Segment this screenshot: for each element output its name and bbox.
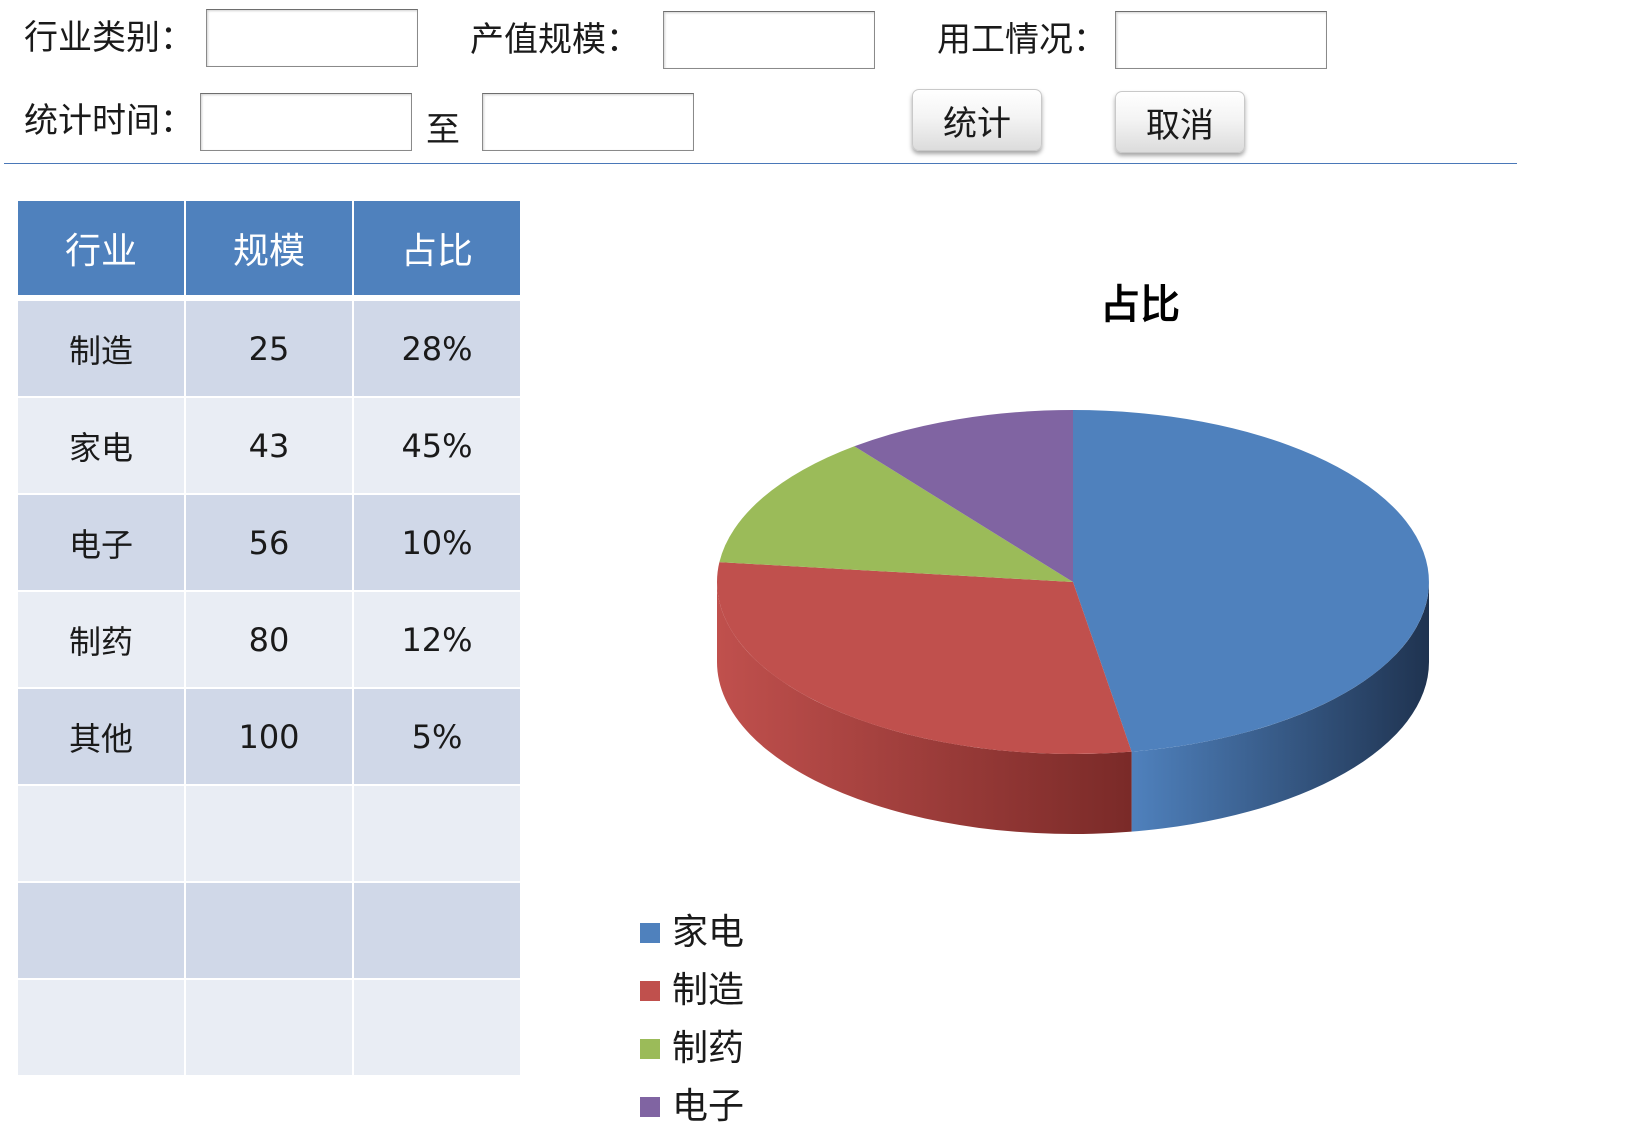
pie-slice-1: [716, 562, 1132, 754]
cell-industry: 家电: [16, 396, 186, 495]
table-row: 制药 80 12%: [16, 590, 522, 689]
cell-share: 12%: [352, 590, 522, 689]
header-industry: 行业: [16, 199, 186, 301]
cell-scale: 80: [184, 590, 354, 689]
table-row: 其他 100 5%: [16, 687, 522, 786]
cell-industry: [16, 784, 186, 883]
legend-swatch: [640, 1039, 660, 1059]
period-label: 统计时间：: [24, 101, 194, 141]
pie-slice-3: [854, 410, 1073, 582]
industry-table: 行业 规模 占比 制造 25 28% 家电 43 45% 电子 56 10% 制…: [16, 199, 522, 1077]
cell-industry: 其他: [16, 687, 186, 786]
cell-share: [352, 978, 522, 1077]
legend-item: 制药: [640, 1020, 744, 1078]
cell-scale: 56: [184, 493, 354, 592]
cell-share: 45%: [352, 396, 522, 495]
header-divider: [4, 163, 1517, 164]
cell-industry: 电子: [16, 493, 186, 592]
industry-label: 行业类别：: [24, 18, 194, 58]
legend-swatch: [640, 1097, 660, 1117]
table-row: 制造 25 28%: [16, 297, 522, 398]
legend-item: 家电: [640, 904, 744, 962]
legend-label: 电子: [672, 1086, 745, 1127]
cell-share: [352, 784, 522, 883]
cell-industry: 制造: [16, 297, 186, 398]
employment-label: 用工情况：: [937, 20, 1107, 60]
cell-scale: [184, 784, 354, 883]
output-scale-input[interactable]: [663, 11, 875, 69]
cancel-button[interactable]: 取消: [1115, 91, 1245, 153]
share-pie-chart: 占比: [716, 282, 1429, 834]
cell-industry: [16, 978, 186, 1077]
table-row: [16, 784, 522, 883]
legend-label: 制药: [672, 1028, 745, 1069]
table-row: [16, 881, 522, 980]
table-row: 电子 56 10%: [16, 493, 522, 592]
table-row: [16, 978, 522, 1077]
cell-share: 5%: [352, 687, 522, 786]
legend-swatch: [640, 981, 660, 1001]
output-scale-label: 产值规模：: [470, 20, 640, 60]
header-scale: 规模: [184, 199, 354, 301]
cell-scale: [184, 881, 354, 980]
cell-share: 10%: [352, 493, 522, 592]
pie-tops: [716, 410, 1429, 754]
chart-title: 占比: [1100, 282, 1180, 328]
cell-share: [352, 881, 522, 980]
pie-slice-2: [719, 446, 1073, 582]
period-end-input[interactable]: [482, 93, 694, 151]
cell-industry: 制药: [16, 590, 186, 689]
legend-item: 电子: [640, 1078, 744, 1136]
pie-side-1: [717, 582, 1132, 834]
employment-input[interactable]: [1115, 11, 1327, 69]
pie-slice-0: [1073, 410, 1429, 752]
cell-scale: 100: [184, 687, 354, 786]
table-header-row: 行业 规模 占比: [16, 199, 522, 301]
legend-item: 制造: [640, 962, 744, 1020]
stat-button[interactable]: 统计: [912, 89, 1042, 151]
cell-scale: [184, 978, 354, 1077]
cell-scale: 43: [184, 396, 354, 495]
industry-input[interactable]: [206, 9, 418, 67]
cell-share: 28%: [352, 297, 522, 398]
chart-legend: 家电 制造 制药 电子: [640, 904, 744, 1136]
legend-swatch: [640, 923, 660, 943]
period-start-input[interactable]: [200, 93, 412, 151]
legend-label: 制造: [672, 970, 745, 1011]
pie-sides: [717, 582, 1429, 834]
legend-label: 家电: [672, 912, 745, 953]
table-row: 家电 43 45%: [16, 396, 522, 495]
period-to-label: 至: [426, 110, 460, 150]
header-share: 占比: [352, 199, 522, 301]
cell-scale: 25: [184, 297, 354, 398]
cell-industry: [16, 881, 186, 980]
pie-side-0: [1131, 582, 1429, 832]
